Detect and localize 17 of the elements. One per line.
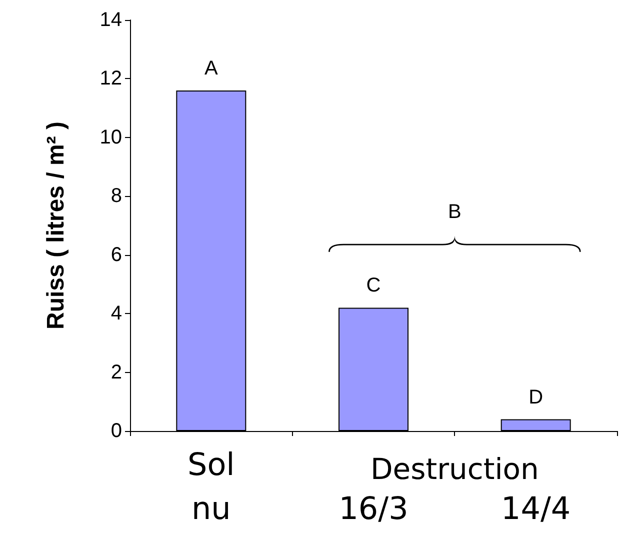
- annotation: A: [204, 57, 218, 80]
- x-tick-label: Sol nu: [188, 447, 235, 527]
- y-tick-label: 6: [110, 244, 122, 266]
- y-tick-label: 0: [110, 420, 122, 442]
- annotation: B: [448, 200, 462, 223]
- y-tick-label: 8: [110, 185, 122, 208]
- y-tick-label: 2: [110, 361, 122, 384]
- x-tick-label: 16/3: [338, 491, 408, 527]
- y-axis-title: Ruiss ( litres / m² ): [42, 121, 70, 330]
- x-tick-label: 14/4: [501, 491, 571, 527]
- y-tick-label: 12: [100, 68, 122, 90]
- y-tick-label: 10: [100, 126, 122, 148]
- y-tick-label: 4: [110, 302, 122, 325]
- y-tick-label: 14: [100, 9, 122, 31]
- annotation: D: [528, 386, 544, 408]
- text: Destruction: [370, 452, 539, 486]
- annotation: C: [366, 274, 381, 297]
